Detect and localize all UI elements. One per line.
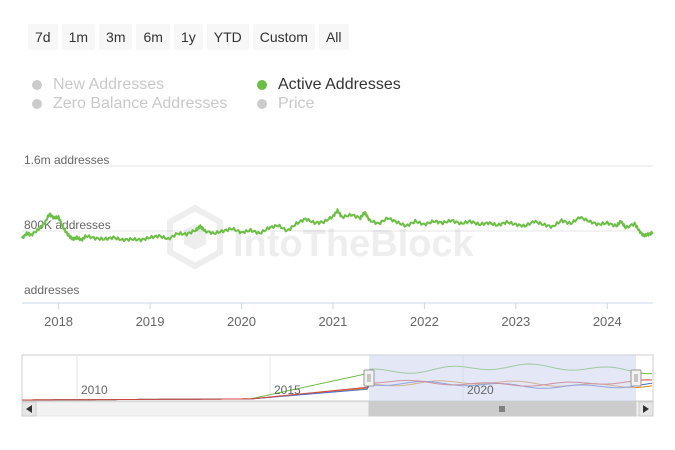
x-tick-label: 2020 (227, 314, 256, 329)
navigator-year-label: 2020 (467, 383, 494, 397)
legend-item-new-addresses[interactable]: New Addresses (32, 76, 164, 94)
navigator-selection[interactable] (369, 355, 636, 401)
navigator-year-label: 2015 (274, 383, 301, 397)
x-tick-label: 2018 (44, 314, 73, 329)
scroll-right-button[interactable] (638, 401, 654, 417)
range-button-1m[interactable]: 1m (61, 24, 96, 50)
range-button-all[interactable]: All (318, 24, 349, 50)
x-axis: 2018 2019 2020 2021 2022 2023 2024 (44, 303, 622, 329)
legend-dot-icon (257, 80, 267, 90)
navigator-year-label: 2010 (81, 383, 108, 397)
x-tick-label: 2023 (501, 314, 530, 329)
y-tick-label: 1.6m addresses (24, 153, 109, 167)
range-button-ytd[interactable]: YTD (206, 24, 249, 50)
legend-item-price[interactable]: Price (257, 95, 314, 113)
scroll-left-button[interactable] (21, 401, 37, 417)
legend-item-zero-balance-addresses[interactable]: Zero Balance Addresses (32, 95, 227, 113)
x-tick-label: 2019 (136, 314, 165, 329)
range-button-custom[interactable]: Custom (252, 24, 315, 50)
legend-item-active-addresses[interactable]: Active Addresses (257, 76, 401, 94)
x-tick-label: 2022 (410, 314, 439, 329)
navigator-handle-right[interactable] (630, 369, 642, 387)
navigator-year-labels: 2010 2015 2020 (81, 383, 494, 397)
legend-label: Zero Balance Addresses (53, 95, 228, 112)
scrollbar-thumb[interactable] (368, 401, 637, 417)
legend-dot-icon (257, 99, 267, 109)
range-button-7d[interactable]: 7d (28, 24, 58, 50)
arrow-left-icon (26, 405, 32, 413)
range-button-1y[interactable]: 1y (173, 24, 203, 50)
gridlines (22, 165, 653, 232)
series-line-active-addresses (21, 208, 654, 243)
range-button-6m[interactable]: 6m (136, 24, 170, 50)
watermark-text: IntoTheBlock (233, 223, 475, 265)
navigator: 2010 2015 2020 (21, 354, 654, 417)
x-tick-label: 2021 (318, 314, 347, 329)
legend-dot-icon (32, 80, 42, 90)
arrow-right-icon (643, 405, 649, 413)
intotheblock-logo-icon (167, 204, 223, 270)
legend-label: New Addresses (53, 76, 165, 93)
range-selector: 7d 1m 3m 6m 1y YTD Custom All (28, 24, 349, 50)
x-tick-label: 2024 (593, 314, 622, 329)
legend-label: Price (278, 95, 315, 112)
watermark: IntoTheBlock (167, 204, 475, 270)
y-tick-label: addresses (24, 283, 79, 297)
navigator-handle-left[interactable] (363, 369, 375, 387)
legend-dot-icon (32, 99, 42, 109)
legend-label: Active Addresses (278, 76, 401, 93)
range-button-3m[interactable]: 3m (99, 24, 133, 50)
